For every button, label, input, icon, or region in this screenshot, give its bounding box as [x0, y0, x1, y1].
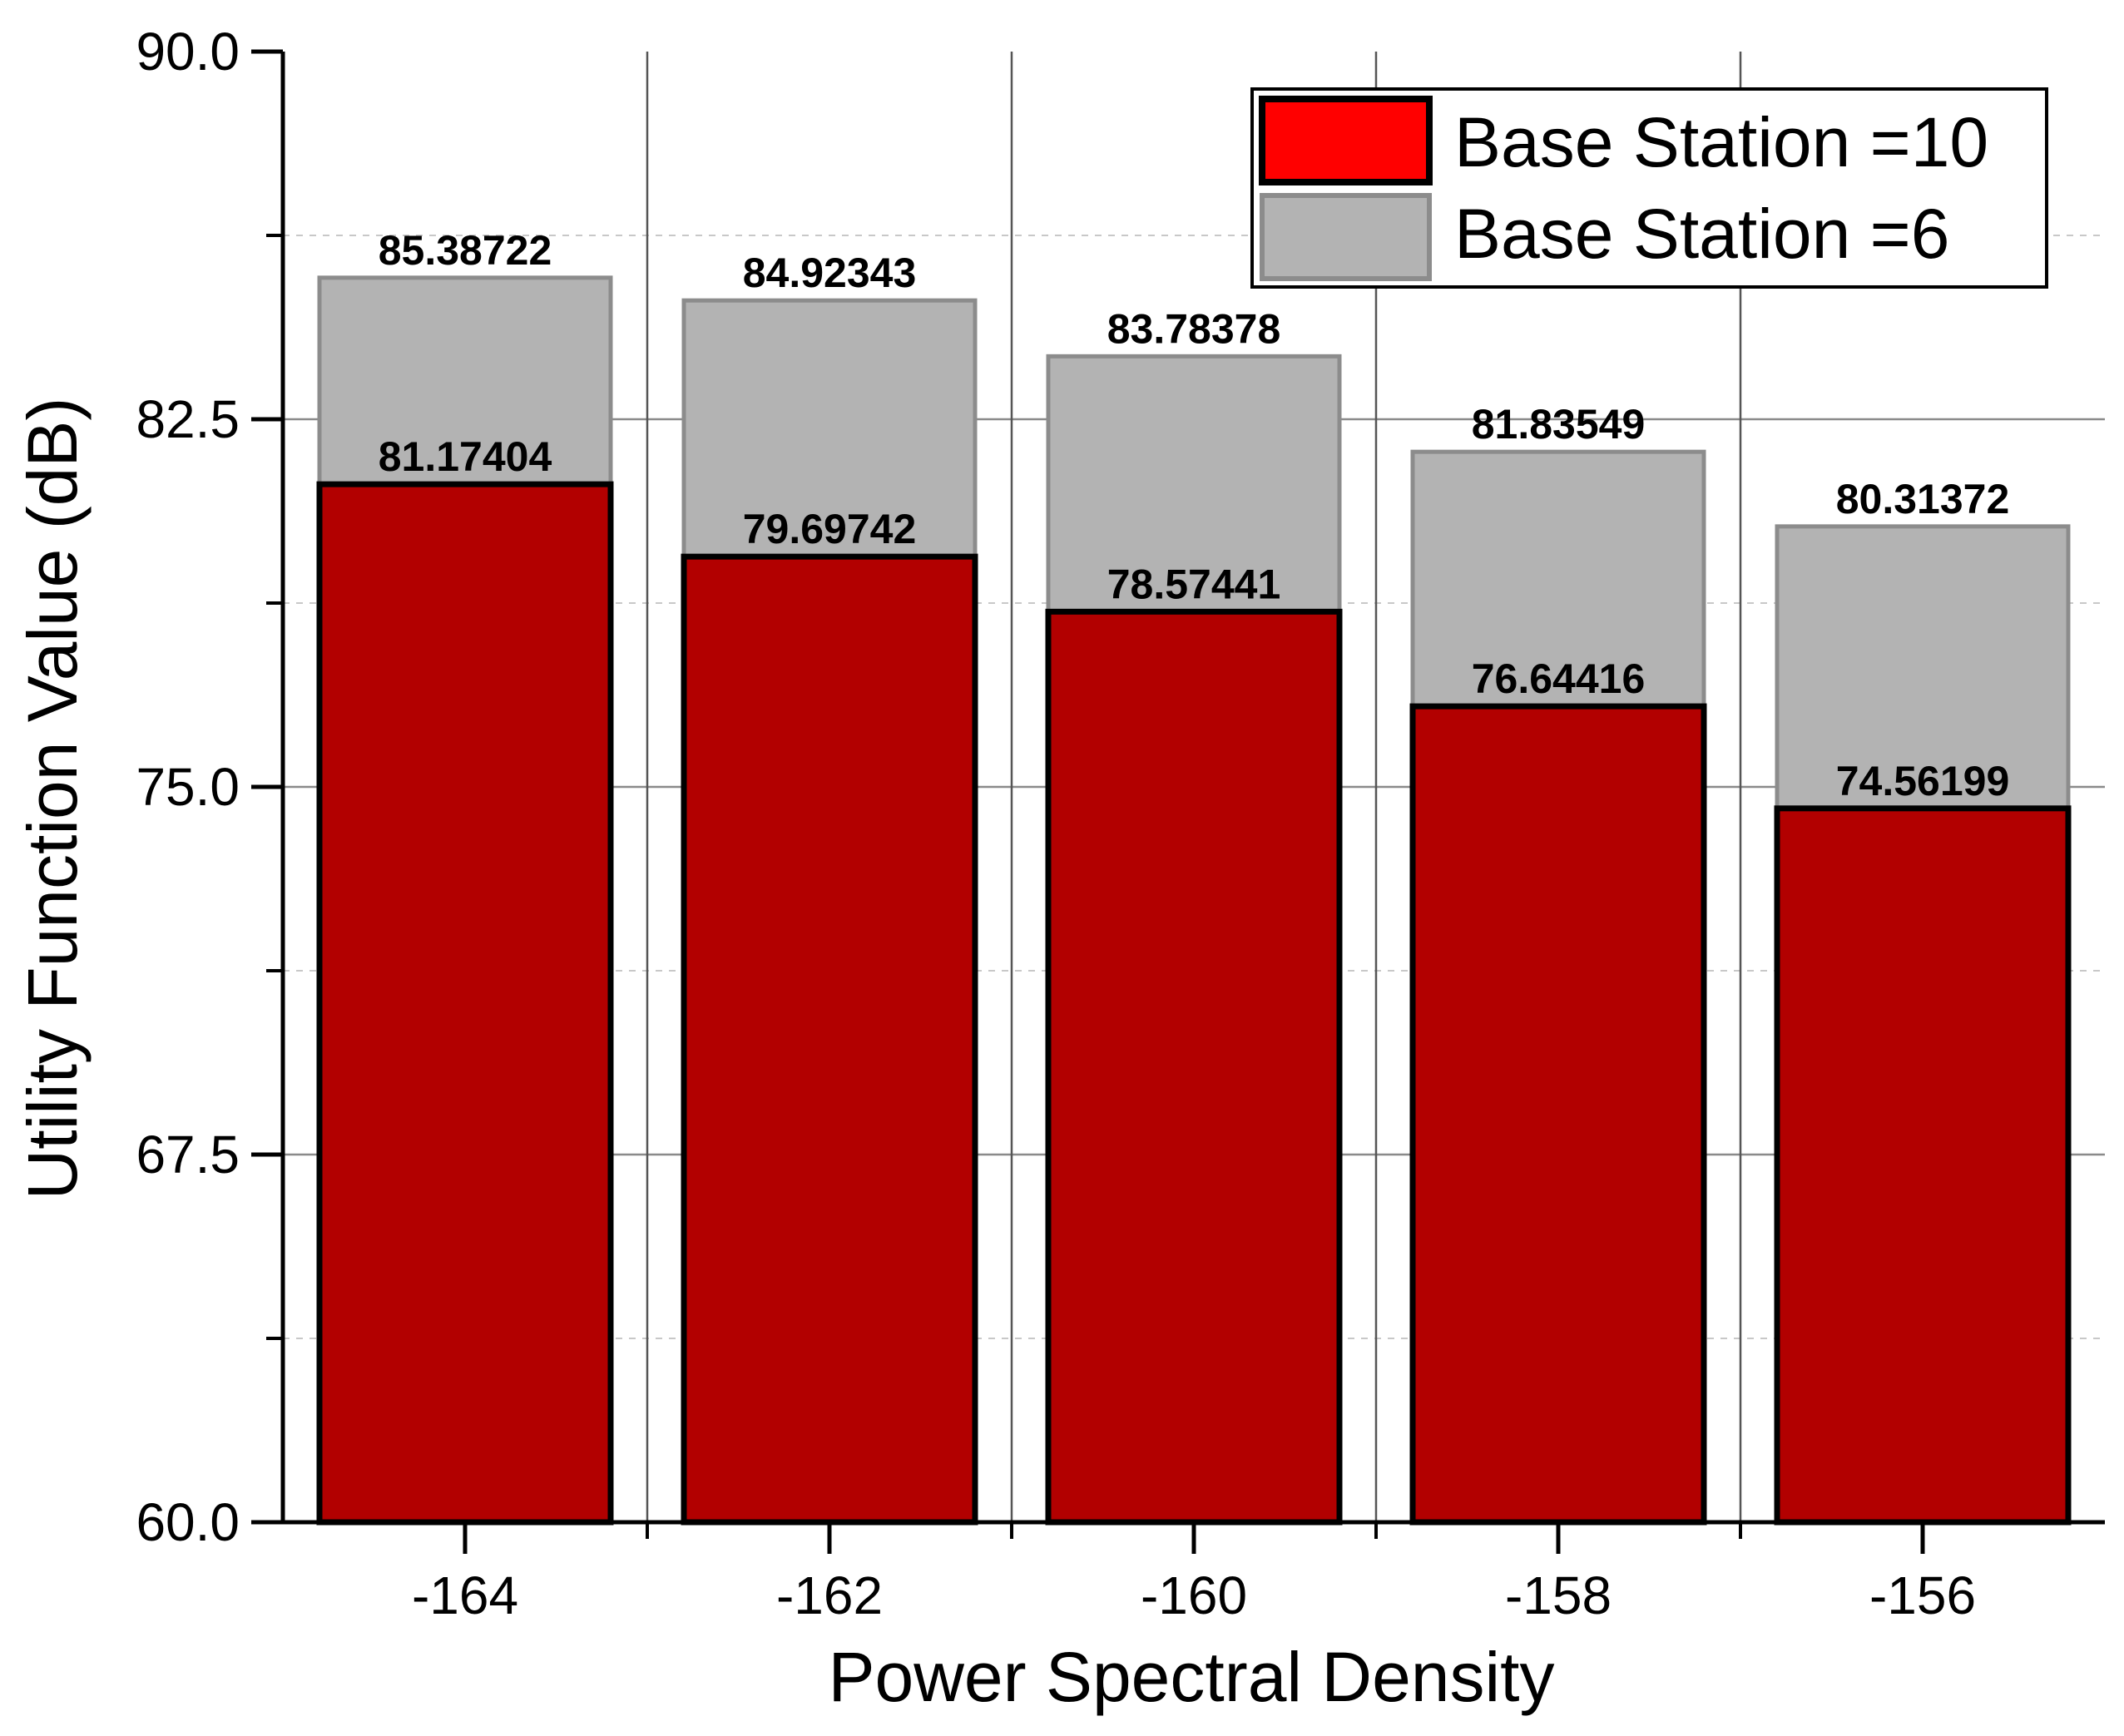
y-tick-label: 60.0: [136, 1492, 240, 1552]
x-tick-label: -158: [1505, 1565, 1612, 1625]
bar-base-station-10: [681, 553, 978, 1526]
data-labels-layer: 85.38722 84.92343 83.78378 81.83549 80.31372…: [379, 227, 2010, 804]
data-label-base-station-6: 85.38722: [379, 227, 552, 274]
x-tick-label: -162: [776, 1565, 883, 1625]
x-tick-label: -156: [1869, 1565, 1976, 1625]
x-tick-label: -164: [412, 1565, 518, 1625]
bar-base-station-10: [316, 481, 614, 1526]
data-label-base-station-10: 74.56199: [1836, 758, 2010, 804]
x-axis-title: Power Spectral Density: [828, 1638, 1554, 1716]
data-label-base-station-10: 81.17404: [379, 433, 552, 480]
y-tick-label: 90.0: [136, 22, 240, 82]
data-label-base-station-10: 76.64416: [1472, 655, 1646, 702]
y-axis-title: Utility Function Value (dB): [13, 398, 92, 1200]
y-tick-label: 82.5: [136, 389, 240, 449]
bar-base-station-10: [1045, 608, 1343, 1526]
data-label-base-station-10: 78.57441: [1107, 561, 1281, 607]
legend: Base Station =10 Base Station =6: [1250, 87, 2048, 289]
data-label-base-station-6: 83.78378: [1107, 305, 1281, 352]
legend-label-base-station-6: Base Station =6: [1454, 195, 1949, 273]
legend-swatch-base-station-10: [1259, 96, 1433, 185]
bar-base-station-10: [1774, 805, 2072, 1526]
x-tick-label: -160: [1141, 1565, 1247, 1625]
axes-layer: 60.0 67.5 75.0 82.5 90.0 -164 -162 -160 -158 -156: [136, 22, 2105, 1625]
data-label-base-station-6: 80.31372: [1836, 476, 2010, 522]
data-label-base-station-6: 81.83549: [1472, 401, 1646, 448]
data-label-base-station-6: 84.92343: [743, 250, 917, 296]
y-tick-label: 75.0: [136, 757, 240, 817]
bar-base-station-10: [1409, 703, 1707, 1526]
legend-label-base-station-10: Base Station =10: [1454, 103, 1988, 181]
data-label-base-station-10: 79.69742: [743, 506, 917, 552]
bars-layer: [316, 275, 2072, 1526]
y-tick-label: 67.5: [136, 1125, 240, 1185]
legend-swatch-base-station-6: [1260, 193, 1432, 281]
